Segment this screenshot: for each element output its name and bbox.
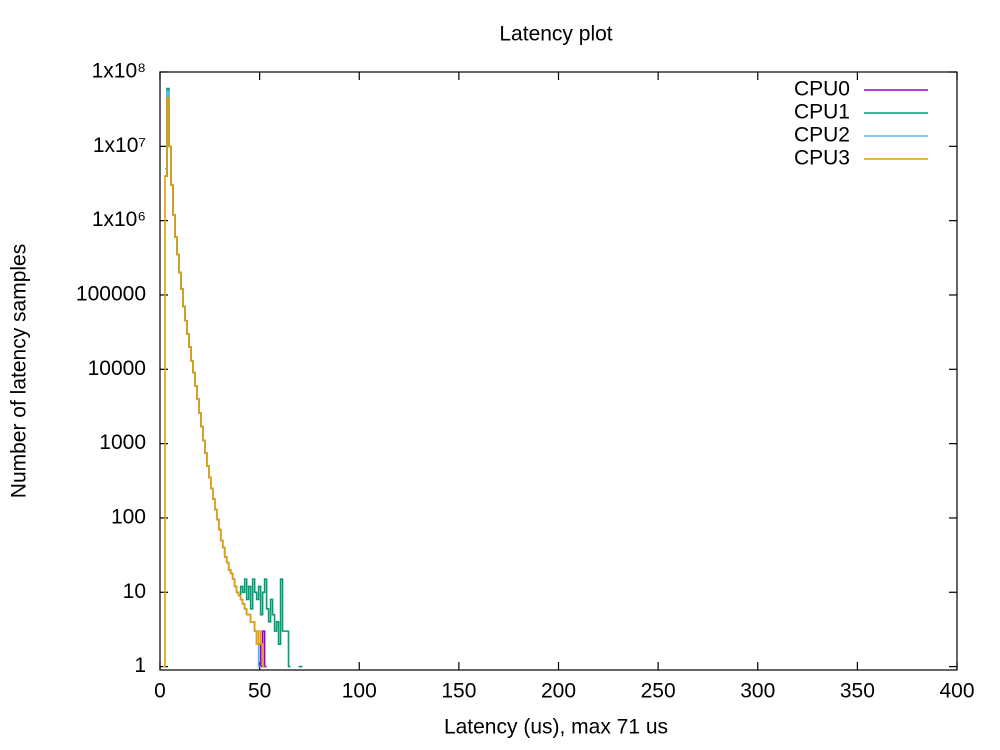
y-tick-label: 1 bbox=[134, 654, 146, 677]
y-tick-label: 100000 bbox=[76, 283, 146, 306]
y-tick-label: 1x10⁶ bbox=[92, 208, 146, 231]
legend-label: CPU0 bbox=[794, 78, 850, 101]
x-tick-label: 300 bbox=[740, 680, 775, 703]
x-tick-label: 100 bbox=[342, 680, 377, 703]
x-tick-label: 200 bbox=[541, 680, 576, 703]
x-tick-label: 400 bbox=[939, 680, 974, 703]
legend-label: CPU1 bbox=[794, 101, 850, 124]
y-tick-label: 1x10⁸ bbox=[92, 60, 146, 83]
chart-title: Latency plot bbox=[499, 23, 612, 46]
y-tick-label: 1x10⁷ bbox=[93, 134, 146, 157]
x-tick-label: 150 bbox=[441, 680, 476, 703]
y-tick-label: 10 bbox=[123, 580, 146, 603]
y-tick-label: 10000 bbox=[88, 357, 146, 380]
y-tick-label: 100 bbox=[111, 505, 146, 528]
x-axis-label: Latency (us), max 71 us bbox=[444, 716, 668, 739]
x-tick-label: 350 bbox=[840, 680, 875, 703]
x-tick-label: 0 bbox=[154, 680, 166, 703]
legend-label: CPU3 bbox=[794, 147, 850, 170]
series-line bbox=[164, 100, 267, 668]
x-tick-label: 250 bbox=[641, 680, 676, 703]
x-tick-label: 50 bbox=[248, 680, 271, 703]
series-line bbox=[162, 96, 265, 668]
y-axis-label: Number of latency samples bbox=[8, 244, 31, 498]
y-tick-label: 1000 bbox=[99, 431, 146, 454]
legend-label: CPU2 bbox=[794, 124, 850, 147]
